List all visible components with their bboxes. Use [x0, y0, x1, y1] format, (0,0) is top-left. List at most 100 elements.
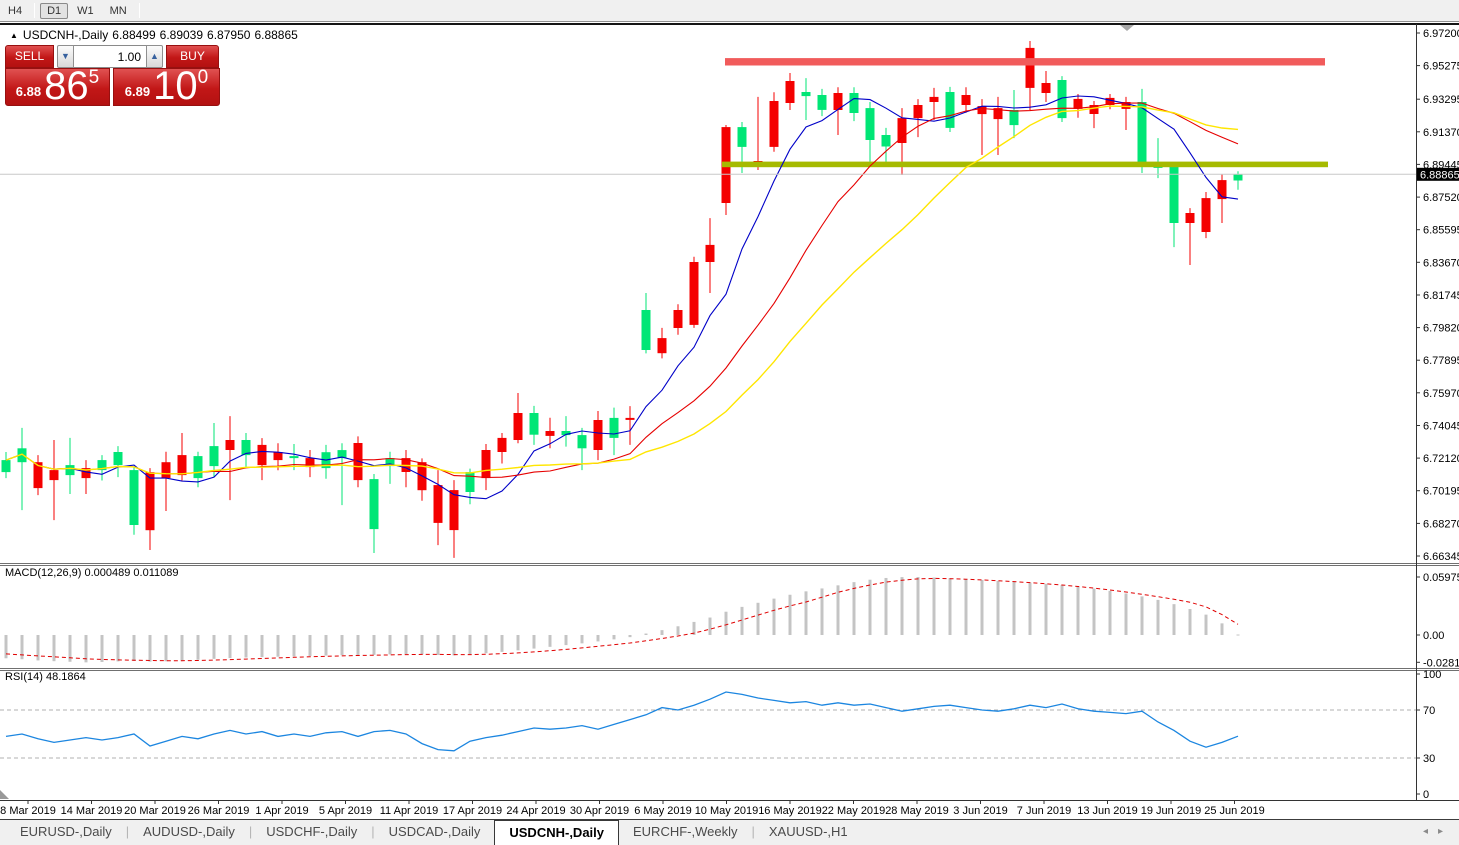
sell-price-main: 86 [44, 64, 89, 108]
svg-text:26 Mar 2019: 26 Mar 2019 [188, 805, 250, 817]
candles [1, 41, 1243, 558]
ohlc-open: 6.88499 [112, 28, 156, 42]
svg-text:0: 0 [1423, 789, 1429, 801]
resistance-band[interactable] [725, 58, 1325, 66]
svg-text:6.91370: 6.91370 [1423, 127, 1459, 139]
svg-text:28 May 2019: 28 May 2019 [885, 805, 949, 817]
tab-separator: | [125, 824, 130, 839]
svg-text:1 Apr 2019: 1 Apr 2019 [255, 805, 308, 817]
timeframe-w1-button[interactable]: W1 [77, 4, 94, 17]
price-chart[interactable]: 6.97200 6.95275 6.93295 6.91370 6.89445 6.875… [0, 24, 1459, 819]
buy-price-main: 10 [153, 64, 198, 108]
svg-text:20 Mar 2019: 20 Mar 2019 [124, 805, 186, 817]
buy-price-button[interactable]: 6.89 10 0 [113, 64, 220, 108]
tab-usdcad[interactable]: USDCAD-,Daily [388, 824, 481, 839]
chart-title: ▲ USDCNH-,Daily 6.88499 6.89039 6.87950 6.888… [10, 28, 302, 42]
svg-text:6.74045: 6.74045 [1423, 421, 1459, 433]
buy-button[interactable]: BUY [166, 45, 219, 68]
time-axis: 8 Mar 2019 14 Mar 2019 20 Mar 2019 26 Mar 2… [0, 801, 1265, 817]
svg-text:-0.02816: -0.02816 [1423, 657, 1459, 669]
bid-price-tag: 6.88865 [1417, 167, 1459, 181]
scroll-right-icon: ▸ [1437, 826, 1453, 837]
svg-text:5 Apr 2019: 5 Apr 2019 [319, 805, 372, 817]
sell-button[interactable]: SELL [5, 45, 54, 68]
rsi-line [5, 691, 1239, 752]
svg-text:30 Apr 2019: 30 Apr 2019 [570, 805, 629, 817]
timeframe-h4-button[interactable]: H4 [8, 4, 23, 17]
svg-text:16 May 2019: 16 May 2019 [758, 805, 822, 817]
corner-grip-icon [0, 790, 9, 799]
ohlc-close: 6.88865 [254, 28, 298, 42]
tab-eurchf[interactable]: EURCHF-,Weekly [633, 824, 738, 839]
svg-text:3 Jun 2019: 3 Jun 2019 [953, 805, 1007, 817]
chart-canvas[interactable]: 6.972006.952756.932956.913706.894456.875… [0, 24, 1459, 819]
svg-text:6.75970: 6.75970 [1423, 388, 1459, 400]
svg-text:6.93295: 6.93295 [1423, 94, 1459, 106]
svg-text:13 Jun 2019: 13 Jun 2019 [1077, 805, 1138, 817]
timeframe-mn-button[interactable]: MN [109, 4, 127, 17]
tab-scroll-arrows[interactable]: ◂▸ [1423, 826, 1453, 837]
tab-audusd[interactable]: AUDUSD-,Daily [143, 824, 235, 839]
svg-text:6.68270: 6.68270 [1423, 518, 1459, 530]
one-click-trading-panel: SELL ▼ ▲ BUY 6.88 86 5 6.89 10 0 [5, 45, 223, 106]
svg-text:0.059758: 0.059758 [1423, 572, 1459, 584]
timeframe-d1-button[interactable]: D1 [40, 2, 69, 19]
svg-text:11 Apr 2019: 11 Apr 2019 [380, 805, 439, 817]
svg-text:70: 70 [1423, 705, 1435, 717]
toolbar-separator [34, 3, 36, 18]
tab-usdcnh-active[interactable]: USDCNH-,Daily [494, 820, 619, 845]
svg-text:6.72120: 6.72120 [1423, 453, 1459, 465]
chart-tab-bar: EURUSD-,Daily | AUDUSD-,Daily | USDCHF-,… [0, 819, 1459, 845]
macd-histogram [4, 576, 1240, 663]
tab-separator: | [248, 824, 253, 839]
panel-separator [0, 670, 1459, 671]
svg-text:24 Apr 2019: 24 Apr 2019 [506, 805, 565, 817]
tab-usdchf[interactable]: USDCHF-,Daily [266, 824, 358, 839]
chevron-up-icon: ▲ [150, 51, 159, 61]
svg-text:6.66345: 6.66345 [1423, 551, 1459, 563]
svg-text:6 May 2019: 6 May 2019 [634, 805, 691, 817]
svg-text:100: 100 [1423, 669, 1441, 681]
tab-eurusd[interactable]: EURUSD-,Daily [20, 824, 112, 839]
svg-text:8 Mar 2019: 8 Mar 2019 [0, 805, 56, 817]
svg-text:6.83670: 6.83670 [1423, 257, 1459, 269]
volume-input[interactable] [74, 45, 146, 68]
sell-price-prefix: 6.88 [15, 84, 42, 99]
svg-text:19 Jun 2019: 19 Jun 2019 [1141, 805, 1202, 817]
svg-text:6.87520: 6.87520 [1423, 192, 1459, 204]
tab-separator: | [371, 824, 375, 839]
svg-text:6.88865: 6.88865 [1420, 169, 1459, 181]
svg-text:25 Jun 2019: 25 Jun 2019 [1204, 805, 1265, 817]
timeframe-toolbar: H4 D1 W1 MN [0, 0, 1459, 22]
scroll-left-icon: ◂ [1422, 826, 1438, 837]
panel-separator [0, 565, 1459, 566]
price-axis: 6.972006.952756.932956.913706.894456.875… [1416, 28, 1459, 801]
svg-text:6.79820: 6.79820 [1423, 323, 1459, 335]
tab-xauusd[interactable]: XAUUSD-,H1 [768, 824, 848, 839]
volume-increase-button[interactable]: ▲ [146, 45, 163, 68]
MA-fast-line [5, 95, 1239, 500]
svg-text:10 May 2019: 10 May 2019 [695, 805, 759, 817]
svg-text:6.77895: 6.77895 [1423, 355, 1459, 367]
chevron-down-icon: ▼ [61, 51, 70, 61]
support-band[interactable] [722, 161, 1328, 168]
panel-separator[interactable] [0, 668, 1459, 669]
collapse-icon[interactable]: ▲ [10, 31, 18, 40]
macd-label: MACD(12,26,9) 0.000489 0.011089 [5, 567, 179, 579]
sell-price-pip: 5 [88, 67, 100, 88]
macd-signal-line [5, 577, 1239, 662]
MA-slow-line [5, 105, 1239, 475]
svg-text:22 May 2019: 22 May 2019 [822, 805, 886, 817]
toolbar-divider [0, 23, 1459, 25]
volume-decrease-button[interactable]: ▼ [57, 45, 74, 68]
buy-price-pip: 0 [197, 67, 209, 88]
svg-text:6.70195: 6.70195 [1423, 486, 1459, 498]
sell-price-button[interactable]: 6.88 86 5 [5, 64, 110, 108]
buy-price-prefix: 6.89 [124, 84, 151, 99]
svg-text:17 Apr 2019: 17 Apr 2019 [443, 805, 502, 817]
chart-shift-marker[interactable] [1120, 25, 1134, 31]
svg-text:6.81745: 6.81745 [1423, 290, 1459, 302]
symbol-name: USDCNH-,Daily [22, 28, 109, 42]
panel-separator[interactable] [0, 563, 1459, 564]
